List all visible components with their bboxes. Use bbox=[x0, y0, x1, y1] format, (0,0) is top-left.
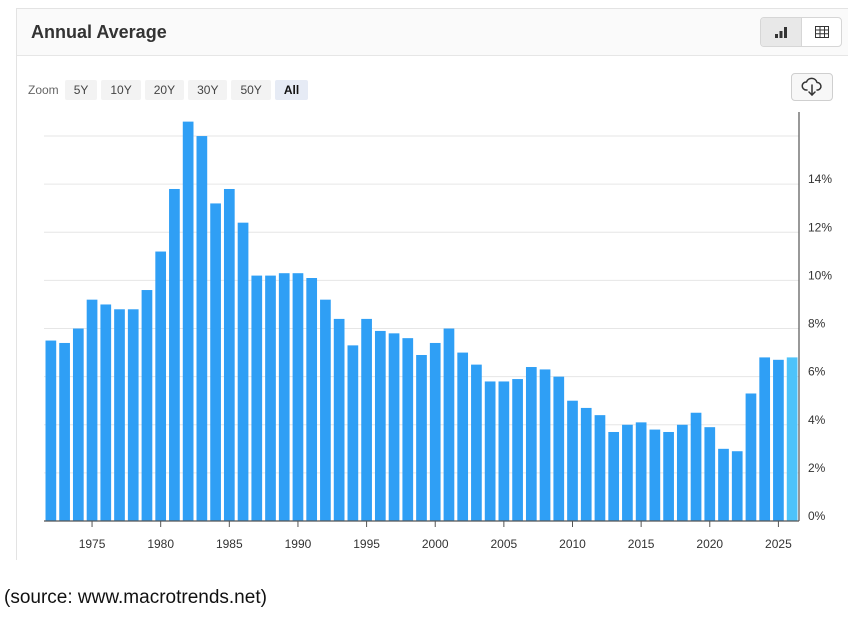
y-tick-label: 6% bbox=[808, 365, 826, 379]
bar-1993[interactable] bbox=[333, 318, 345, 521]
y-tick-label: 2% bbox=[808, 461, 826, 475]
bar-1972[interactable] bbox=[45, 340, 57, 521]
card-header: Annual Average bbox=[17, 9, 848, 56]
zoom-30y-button[interactable]: 30Y bbox=[188, 80, 228, 100]
bar-1980[interactable] bbox=[155, 251, 167, 521]
bar-1975[interactable] bbox=[86, 299, 98, 521]
bar-2022[interactable] bbox=[731, 451, 743, 521]
bar-2013[interactable] bbox=[608, 431, 620, 521]
view-toggle bbox=[760, 17, 842, 47]
bar-2007[interactable] bbox=[525, 367, 537, 521]
download-button[interactable] bbox=[791, 73, 833, 101]
bar-1998[interactable] bbox=[402, 338, 414, 521]
x-tick-label: 2015 bbox=[628, 537, 655, 551]
x-tick-label: 2020 bbox=[696, 537, 723, 551]
bar-2021[interactable] bbox=[718, 448, 729, 521]
bar-1994[interactable] bbox=[347, 345, 359, 521]
bar-1987[interactable] bbox=[251, 275, 263, 521]
bar-2009[interactable] bbox=[553, 376, 565, 521]
bar-2005[interactable] bbox=[498, 381, 510, 521]
axes bbox=[44, 112, 800, 522]
bar-1977[interactable] bbox=[114, 309, 125, 521]
x-tick-label: 2005 bbox=[491, 537, 518, 551]
bar-1988[interactable] bbox=[265, 275, 276, 521]
zoom-20y-button[interactable]: 20Y bbox=[144, 80, 185, 100]
bar-1986[interactable] bbox=[237, 222, 249, 521]
x-tick-label: 1980 bbox=[147, 537, 174, 551]
zoom-5y-button[interactable]: 5Y bbox=[64, 80, 98, 100]
x-axis-ticks: 1975 1980 1985 1990 1995 2000 2005 2010 2015 2020… bbox=[79, 521, 792, 551]
x-tick-label: 1975 bbox=[79, 537, 106, 551]
y-tick-label: 4% bbox=[808, 413, 826, 427]
annual-average-bar-chart: 1975 1980 1985 1990 1995 2000 2005 2010 2015 2020… bbox=[44, 112, 832, 551]
y-tick-label: 14% bbox=[808, 172, 832, 186]
bar-2003[interactable] bbox=[471, 364, 482, 521]
bar-1978[interactable] bbox=[127, 309, 139, 521]
bar-2026[interactable] bbox=[786, 357, 798, 521]
bar-2020[interactable] bbox=[704, 427, 716, 521]
bar-2012[interactable] bbox=[594, 415, 606, 521]
x-tick-label: 1995 bbox=[353, 537, 380, 551]
bar-view-button[interactable] bbox=[761, 18, 801, 46]
bar-2010[interactable] bbox=[567, 400, 578, 521]
x-tick-label: 1985 bbox=[216, 537, 243, 551]
bar-1990[interactable] bbox=[292, 273, 304, 521]
bar-1979[interactable] bbox=[141, 290, 153, 521]
bar-2011[interactable] bbox=[580, 407, 592, 521]
x-tick-label: 2025 bbox=[765, 537, 792, 551]
source-note: (source: www.macrotrends.net) bbox=[4, 587, 267, 608]
bars bbox=[45, 121, 798, 522]
bar-1995[interactable] bbox=[361, 318, 372, 521]
bar-1999[interactable] bbox=[416, 354, 427, 521]
bar-2024[interactable] bbox=[759, 357, 771, 521]
bar-2025[interactable] bbox=[773, 359, 784, 521]
bar-1981[interactable] bbox=[169, 188, 180, 522]
bar-1976[interactable] bbox=[100, 304, 112, 521]
y-axis-ticks: 0% 2% 4% 6% 8% 10% 12% 14% bbox=[808, 172, 832, 523]
bar-2008[interactable] bbox=[539, 369, 551, 521]
bar-2002[interactable] bbox=[457, 352, 469, 521]
bar-1985[interactable] bbox=[223, 188, 235, 522]
x-tick-label: 2010 bbox=[559, 537, 586, 551]
bar-2006[interactable] bbox=[512, 379, 523, 521]
table-view-button[interactable] bbox=[801, 18, 841, 46]
bar-2014[interactable] bbox=[622, 424, 633, 521]
bar-2018[interactable] bbox=[676, 424, 688, 521]
y-tick-label: 0% bbox=[808, 509, 826, 523]
zoom-label: Zoom bbox=[28, 83, 59, 97]
bar-2015[interactable] bbox=[635, 422, 647, 521]
zoom-all-button[interactable]: All bbox=[274, 80, 309, 100]
y-tick-label: 10% bbox=[808, 268, 832, 282]
bar-1974[interactable] bbox=[72, 328, 84, 521]
zoom-10y-button[interactable]: 10Y bbox=[101, 80, 141, 100]
y-tick-label: 8% bbox=[808, 317, 826, 331]
bar-1982[interactable] bbox=[182, 121, 194, 521]
bar-1997[interactable] bbox=[388, 333, 400, 521]
bar-1991[interactable] bbox=[306, 278, 318, 521]
bar-2019[interactable] bbox=[690, 412, 702, 521]
bar-1973[interactable] bbox=[59, 342, 70, 521]
bar-chart-icon bbox=[775, 27, 787, 38]
bar-2023[interactable] bbox=[745, 393, 757, 521]
zoom-50y-button[interactable]: 50Y bbox=[231, 80, 271, 100]
bar-2000[interactable] bbox=[429, 342, 441, 521]
bar-2016[interactable] bbox=[649, 429, 661, 521]
bar-2001[interactable] bbox=[443, 328, 455, 521]
x-tick-label: 2000 bbox=[422, 537, 449, 551]
chart-title: Annual Average bbox=[31, 22, 167, 42]
bar-1989[interactable] bbox=[278, 273, 290, 521]
cloud-download-icon bbox=[801, 77, 822, 96]
bar-1996[interactable] bbox=[374, 330, 386, 521]
bar-2004[interactable] bbox=[484, 381, 496, 521]
bar-1984[interactable] bbox=[210, 203, 221, 521]
y-tick-label: 12% bbox=[808, 220, 832, 234]
bar-1992[interactable] bbox=[320, 299, 331, 521]
bar-2017[interactable] bbox=[663, 431, 674, 521]
x-tick-label: 1990 bbox=[285, 537, 312, 551]
zoom-bar: Zoom 5Y 10Y 20Y 30Y 50Y All bbox=[28, 80, 309, 100]
bar-1983[interactable] bbox=[196, 136, 208, 521]
table-icon bbox=[814, 26, 829, 38]
